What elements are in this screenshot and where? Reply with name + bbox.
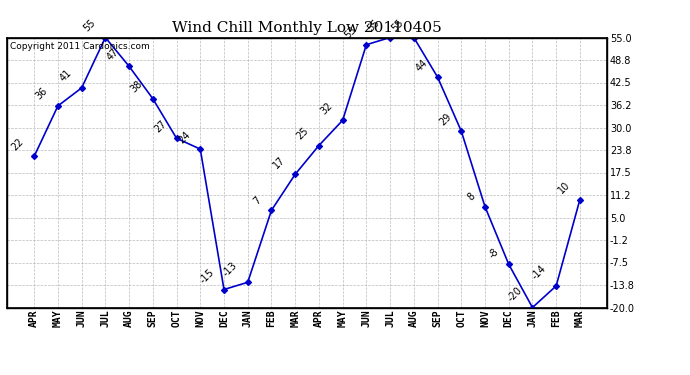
Text: 27: 27 [152, 118, 168, 134]
Text: 10: 10 [556, 180, 571, 195]
Text: 44: 44 [413, 57, 429, 73]
Text: Copyright 2011 Cardonics.com: Copyright 2011 Cardonics.com [10, 42, 150, 51]
Text: -20: -20 [506, 285, 524, 303]
Text: 38: 38 [129, 79, 144, 94]
Text: 41: 41 [57, 68, 73, 84]
Text: -13: -13 [221, 260, 239, 278]
Text: -8: -8 [486, 246, 500, 260]
Text: 32: 32 [319, 100, 335, 116]
Text: -15: -15 [197, 267, 216, 285]
Text: 24: 24 [176, 129, 192, 145]
Text: 25: 25 [295, 125, 310, 141]
Text: 8: 8 [465, 191, 477, 202]
Text: 47: 47 [105, 46, 121, 62]
Text: 7: 7 [252, 195, 263, 206]
Title: Wind Chill Monthly Low 20110405: Wind Chill Monthly Low 20110405 [172, 21, 442, 35]
Text: -14: -14 [530, 264, 548, 282]
Text: 22: 22 [10, 136, 26, 152]
Text: 36: 36 [34, 86, 50, 102]
Text: 55: 55 [390, 17, 406, 33]
Text: 29: 29 [437, 111, 453, 127]
Text: 55: 55 [366, 17, 382, 33]
Text: 17: 17 [271, 154, 287, 170]
Text: 55: 55 [81, 17, 97, 33]
Text: 53: 53 [342, 25, 358, 40]
